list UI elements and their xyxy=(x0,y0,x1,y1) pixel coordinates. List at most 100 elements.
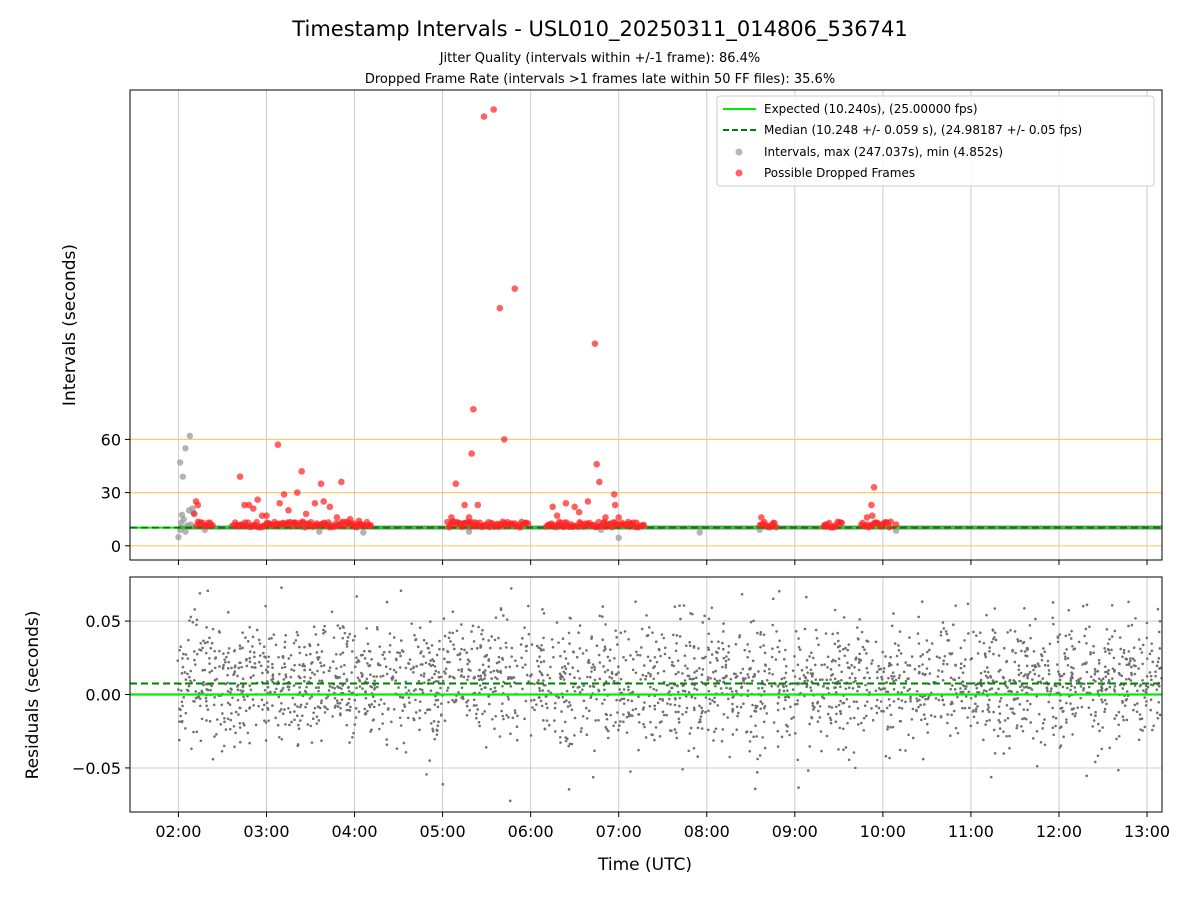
residual-point xyxy=(684,644,688,648)
residual-point xyxy=(1063,652,1066,655)
residual-point xyxy=(630,699,634,703)
residual-point xyxy=(882,670,886,674)
residual-point xyxy=(1157,684,1161,688)
residual-point xyxy=(952,623,955,627)
residual-point xyxy=(1108,685,1112,689)
residual-point xyxy=(909,699,912,703)
residual-point xyxy=(786,725,790,728)
residual-point xyxy=(858,618,861,621)
residual-point xyxy=(808,655,811,658)
residual-point xyxy=(829,721,833,725)
residual-point xyxy=(443,634,447,638)
residual-point xyxy=(930,714,933,717)
residual-point xyxy=(1006,631,1009,634)
residual-point xyxy=(301,664,304,668)
residual-point xyxy=(641,673,645,677)
residual-point xyxy=(473,676,477,679)
residual-point xyxy=(325,696,328,700)
residual-point xyxy=(1156,717,1160,720)
residual-point xyxy=(1013,680,1017,683)
residual-point xyxy=(678,635,682,638)
residual-point xyxy=(852,716,856,720)
residual-point xyxy=(891,677,894,680)
residual-point xyxy=(1096,754,1100,758)
residual-point xyxy=(1094,710,1097,714)
residual-point xyxy=(1107,678,1111,682)
residual-point xyxy=(838,649,842,653)
residual-point xyxy=(1062,735,1065,739)
residual-point xyxy=(531,706,534,709)
residual-point xyxy=(298,663,301,667)
residual-point xyxy=(476,708,479,711)
residual-point xyxy=(244,709,248,713)
residual-point xyxy=(782,689,786,693)
residual-point xyxy=(692,677,695,681)
residual-point xyxy=(1087,706,1091,710)
residual-point xyxy=(231,696,234,700)
residual-point xyxy=(1103,707,1107,711)
residual-point xyxy=(375,625,379,629)
residual-point xyxy=(1138,713,1142,716)
residual-point xyxy=(1056,670,1060,673)
residual-point xyxy=(384,665,388,669)
residual-point xyxy=(1022,686,1026,689)
residual-point xyxy=(521,637,524,640)
residual-point xyxy=(479,646,482,649)
residual-point xyxy=(388,632,392,635)
residual-point xyxy=(974,710,978,713)
residual-point xyxy=(475,716,478,720)
residual-point xyxy=(228,727,232,731)
residual-point xyxy=(339,665,343,668)
residual-point xyxy=(419,673,423,677)
residual-point xyxy=(226,690,230,693)
residual-point xyxy=(639,678,642,681)
residual-point xyxy=(1058,678,1062,682)
residual-point xyxy=(648,704,652,708)
residual-point xyxy=(699,720,702,724)
residual-point xyxy=(230,688,233,691)
residual-point xyxy=(198,704,202,708)
residual-point xyxy=(544,695,548,698)
residual-point xyxy=(1021,717,1024,721)
residual-point xyxy=(402,703,406,706)
residual-point xyxy=(771,647,774,650)
residual-point xyxy=(567,631,571,635)
residual-point xyxy=(383,702,386,705)
residual-point xyxy=(585,649,588,652)
residual-point xyxy=(233,670,237,673)
residual-point xyxy=(847,686,851,689)
residual-point xyxy=(442,648,445,651)
residual-point xyxy=(488,702,491,706)
residual-point xyxy=(564,739,568,743)
dropped-frame-point xyxy=(355,517,363,525)
residual-point xyxy=(688,640,691,644)
residual-point xyxy=(1151,660,1155,664)
residual-point xyxy=(505,618,509,621)
residual-point xyxy=(457,668,460,672)
residual-point xyxy=(429,689,433,693)
residual-point xyxy=(622,688,626,691)
residual-point xyxy=(1034,617,1037,621)
residual-point xyxy=(279,689,283,693)
residual-point xyxy=(537,665,540,668)
residual-point xyxy=(371,695,375,699)
residual-point xyxy=(351,639,355,642)
residual-point xyxy=(343,631,347,635)
residual-point xyxy=(796,699,800,702)
residual-point xyxy=(693,696,697,700)
residual-point xyxy=(292,684,296,687)
residual-point xyxy=(1040,658,1044,662)
residual-point xyxy=(299,705,302,709)
residual-point xyxy=(1141,678,1144,682)
residual-point xyxy=(597,689,601,693)
residual-point xyxy=(218,665,221,668)
residual-point xyxy=(366,662,369,665)
residual-point xyxy=(218,649,221,653)
residual-point xyxy=(815,636,819,640)
residual-point xyxy=(1008,734,1011,738)
residual-point xyxy=(433,672,436,676)
residual-point xyxy=(392,668,396,672)
residual-point xyxy=(1137,638,1141,641)
residual-point xyxy=(242,722,245,725)
